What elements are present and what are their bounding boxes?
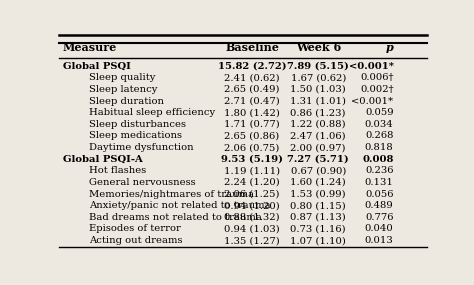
Text: Week 6: Week 6 xyxy=(296,42,341,53)
Text: 0.006†: 0.006† xyxy=(360,73,393,82)
Text: 0.86 (1.23): 0.86 (1.23) xyxy=(291,108,346,117)
Text: <0.001*: <0.001* xyxy=(351,97,393,105)
Text: Episodes of terror: Episodes of terror xyxy=(89,225,181,233)
Text: 2.00 (0.97): 2.00 (0.97) xyxy=(291,143,346,152)
Text: 0.131: 0.131 xyxy=(365,178,393,187)
Text: 0.94 (1.20): 0.94 (1.20) xyxy=(224,201,280,210)
Text: 0.002†: 0.002† xyxy=(360,85,393,94)
Text: 1.53 (0.99): 1.53 (0.99) xyxy=(291,190,346,199)
Text: Sleep quality: Sleep quality xyxy=(89,73,155,82)
Text: 1.71 (0.77): 1.71 (0.77) xyxy=(224,120,280,129)
Text: 0.056: 0.056 xyxy=(365,190,393,199)
Text: 1.35 (1.27): 1.35 (1.27) xyxy=(224,236,280,245)
Text: Measure: Measure xyxy=(63,42,117,53)
Text: 0.88 (1.32): 0.88 (1.32) xyxy=(224,213,280,222)
Text: 7.89 (5.15): 7.89 (5.15) xyxy=(287,62,349,71)
Text: Daytime dysfunction: Daytime dysfunction xyxy=(89,143,193,152)
Text: 1.50 (1.03): 1.50 (1.03) xyxy=(291,85,346,94)
Text: Hot flashes: Hot flashes xyxy=(89,166,146,175)
Text: 0.818: 0.818 xyxy=(365,143,393,152)
Text: 0.008: 0.008 xyxy=(362,155,393,164)
Text: Sleep disturbances: Sleep disturbances xyxy=(89,120,186,129)
Text: 1.19 (1.11): 1.19 (1.11) xyxy=(224,166,280,175)
Text: 0.013: 0.013 xyxy=(365,236,393,245)
Text: 2.41 (0.62): 2.41 (0.62) xyxy=(224,73,280,82)
Text: 1.80 (1.42): 1.80 (1.42) xyxy=(224,108,280,117)
Text: Habitual sleep efficiency: Habitual sleep efficiency xyxy=(89,108,215,117)
Text: 1.31 (1.01): 1.31 (1.01) xyxy=(290,97,346,105)
Text: 0.040: 0.040 xyxy=(365,225,393,233)
Text: Sleep latency: Sleep latency xyxy=(89,85,157,94)
Text: Global PSQI-A: Global PSQI-A xyxy=(63,155,143,164)
Text: 2.71 (0.47): 2.71 (0.47) xyxy=(224,97,280,105)
Text: 7.27 (5.71): 7.27 (5.71) xyxy=(287,155,349,164)
Text: 9.53 (5.19): 9.53 (5.19) xyxy=(221,155,283,164)
Text: 2.65 (0.49): 2.65 (0.49) xyxy=(224,85,280,94)
Text: 1.22 (0.88): 1.22 (0.88) xyxy=(291,120,346,129)
Text: 15.82 (2.72): 15.82 (2.72) xyxy=(218,62,286,71)
Text: 0.489: 0.489 xyxy=(365,201,393,210)
Text: 0.80 (1.15): 0.80 (1.15) xyxy=(291,201,346,210)
Text: 0.059: 0.059 xyxy=(365,108,393,117)
Text: Acting out dreams: Acting out dreams xyxy=(89,236,182,245)
Text: 0.94 (1.03): 0.94 (1.03) xyxy=(224,225,280,233)
Text: 1.67 (0.62): 1.67 (0.62) xyxy=(291,73,346,82)
Text: 2.06 (1.25): 2.06 (1.25) xyxy=(224,190,280,199)
Text: Sleep duration: Sleep duration xyxy=(89,97,164,105)
Text: 0.87 (1.13): 0.87 (1.13) xyxy=(291,213,346,222)
Text: 0.73 (1.16): 0.73 (1.16) xyxy=(291,225,346,233)
Text: Anxiety/panic not related to trauma: Anxiety/panic not related to trauma xyxy=(89,201,270,210)
Text: 1.60 (1.24): 1.60 (1.24) xyxy=(291,178,346,187)
Text: 0.776: 0.776 xyxy=(365,213,393,222)
Text: Baseline: Baseline xyxy=(225,42,279,53)
Text: 0.67 (0.90): 0.67 (0.90) xyxy=(291,166,346,175)
Text: Memories/nightmares of trauma: Memories/nightmares of trauma xyxy=(89,190,254,199)
Text: General nervousness: General nervousness xyxy=(89,178,195,187)
Text: Sleep medications: Sleep medications xyxy=(89,131,182,141)
Text: 0.034: 0.034 xyxy=(365,120,393,129)
Text: <0.001*: <0.001* xyxy=(348,62,393,71)
Text: Bad dreams not related to trauma: Bad dreams not related to trauma xyxy=(89,213,262,222)
Text: 0.236: 0.236 xyxy=(365,166,393,175)
Text: 0.268: 0.268 xyxy=(365,131,393,141)
Text: p: p xyxy=(386,42,393,53)
Text: 1.07 (1.10): 1.07 (1.10) xyxy=(290,236,346,245)
Text: 2.24 (1.20): 2.24 (1.20) xyxy=(224,178,280,187)
Text: Global PSQI: Global PSQI xyxy=(63,62,131,71)
Text: 2.47 (1.06): 2.47 (1.06) xyxy=(291,131,346,141)
Text: 2.65 (0.86): 2.65 (0.86) xyxy=(225,131,280,141)
Text: 2.06 (0.75): 2.06 (0.75) xyxy=(224,143,280,152)
